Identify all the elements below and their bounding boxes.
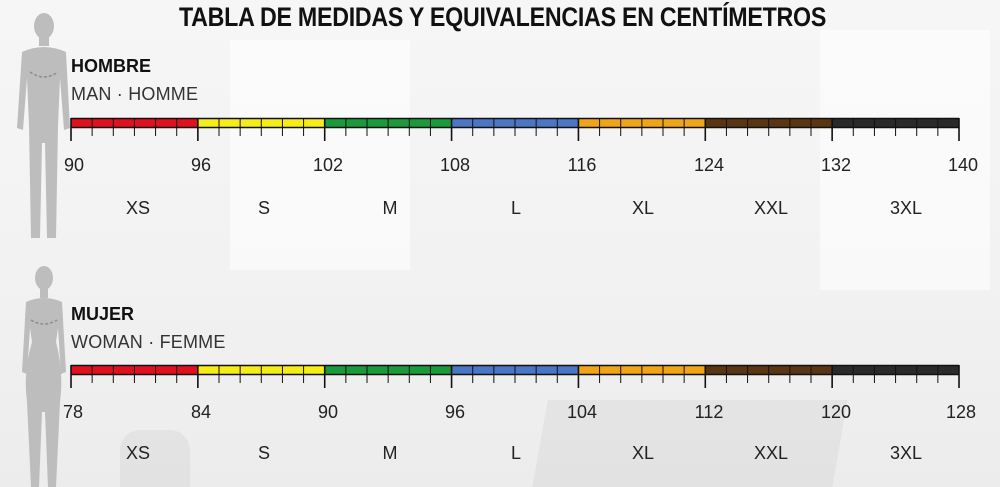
men-tick-label: 102	[312, 155, 344, 175]
men-tick-label: 124	[693, 155, 725, 175]
women-tick-label: 90	[317, 402, 339, 422]
men-size-scale	[70, 117, 960, 141]
men-tick-label: 132	[820, 155, 852, 175]
male-silhouette-icon	[17, 13, 70, 238]
female-silhouette-icon	[22, 266, 66, 487]
women-size-label-xl: XL	[631, 443, 655, 463]
women-size-label-m: M	[382, 443, 398, 463]
women-tick-label: 84	[190, 402, 212, 422]
men-size-label-3xl: 3XL	[889, 198, 923, 218]
men-size-label-l: L	[510, 198, 521, 218]
women-size-label-xs: XS	[125, 443, 150, 463]
men-tick-label: 90	[63, 155, 85, 175]
men-size-label-xxl: XXL	[753, 198, 789, 218]
men-tick-label: 96	[190, 155, 212, 175]
men-tick-label: 140	[947, 155, 979, 175]
men-title: HOMBRE	[71, 56, 151, 76]
men-size-label-xs: XS	[125, 198, 150, 218]
women-size-label-s: S	[257, 443, 270, 463]
men-subtitle: MAN · HOMME	[71, 84, 199, 104]
page-title: TABLA DE MEDIDAS Y EQUIVALENCIAS EN CENT…	[178, 2, 827, 32]
women-size-label-l: L	[510, 443, 521, 463]
women-tick-label: 104	[566, 402, 598, 422]
men-tick-label: 116	[567, 155, 597, 175]
men-tick-label: 108	[439, 155, 471, 175]
women-tick-label: 96	[444, 402, 466, 422]
women-tick-label: 128	[945, 402, 977, 422]
women-size-label-xxl: XXL	[753, 443, 789, 463]
women-tick-label: 78	[62, 402, 84, 422]
men-size-label-s: S	[257, 198, 270, 218]
women-size-label-3xl: 3XL	[889, 443, 923, 463]
women-tick-label: 120	[820, 402, 852, 422]
women-tick-label: 112	[694, 402, 724, 422]
women-title: MUJER	[71, 304, 135, 324]
men-size-label-m: M	[382, 198, 398, 218]
women-size-scale	[70, 364, 960, 388]
men-size-label-xl: XL	[631, 198, 655, 218]
women-subtitle: WOMAN · FEMME	[71, 332, 226, 352]
